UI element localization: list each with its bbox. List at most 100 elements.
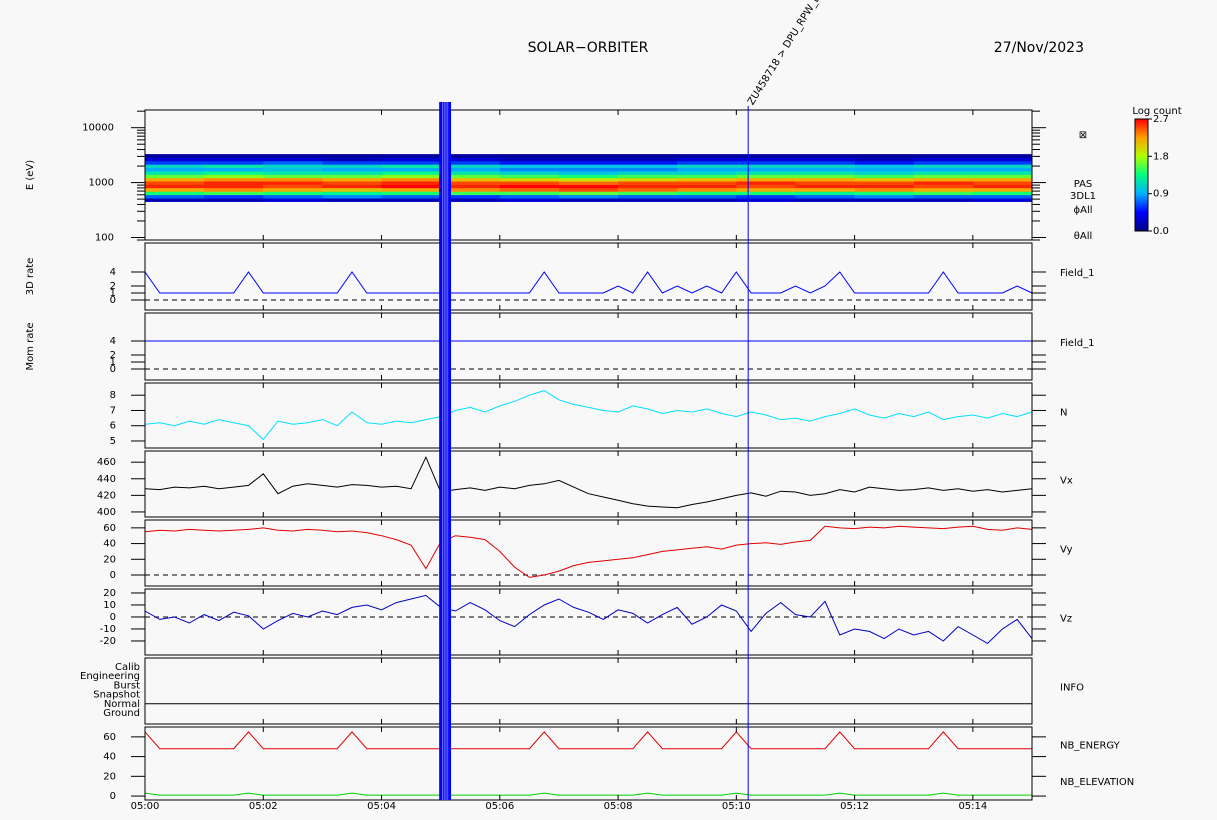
heatmap-cell: [913, 171, 974, 175]
y-category-label: Ground: [103, 708, 140, 719]
heatmap-cell: [795, 167, 855, 172]
y-tick-label: 60: [103, 732, 116, 743]
heatmap-cell: [322, 198, 382, 202]
heatmap-cell: [499, 164, 560, 168]
heatmap-cell: [381, 167, 441, 172]
heatmap-cell: [618, 181, 678, 185]
heatmap-cell: [440, 171, 501, 175]
heatmap-cell: [145, 174, 205, 179]
heatmap-cell: [322, 160, 382, 165]
heatmap-cell: [913, 198, 974, 202]
colorbar-tick-label: 0.0: [1153, 226, 1169, 237]
heatmap-cell: [263, 177, 323, 182]
heatmap-cell: [618, 177, 678, 182]
heatmap-cell: [499, 191, 560, 196]
heatmap-cell: [736, 184, 796, 189]
heatmap-cell: [204, 198, 264, 202]
heatmap-cell: [795, 154, 855, 158]
heatmap-cell: [618, 191, 678, 196]
heatmap-cell: [322, 184, 382, 189]
heatmap-cell: [322, 171, 382, 175]
heatmap-cell: [913, 167, 974, 172]
y-tick-label: 1: [110, 288, 116, 299]
heatmap-cell: [972, 160, 1033, 165]
heatmap-cell: [736, 174, 796, 179]
heatmap-cell: [145, 154, 205, 158]
heatmap-cell: [204, 181, 264, 185]
x-tick-label: 05:12: [840, 801, 869, 812]
heatmap-cell: [558, 177, 619, 182]
heatmap-cell: [795, 198, 855, 202]
heatmap-cell: [145, 160, 205, 165]
heatmap-cell: [440, 187, 501, 192]
heatmap-cell: [913, 154, 974, 158]
heatmap-cell: [440, 174, 501, 179]
heatmap-cell: [854, 171, 915, 175]
heatmap-cell: [558, 164, 619, 168]
heatmap-cell: [677, 157, 737, 162]
series-line: [144, 271, 1033, 294]
legend-label: NB_ELEVATION: [1060, 777, 1134, 788]
series-line: [144, 731, 1032, 750]
heatmap-cell: [618, 198, 678, 202]
x-tick-label: 05:02: [249, 801, 278, 812]
panel-label: ⊠: [1079, 130, 1087, 141]
heatmap-cell: [854, 177, 915, 182]
y-tick-label: -20: [100, 636, 116, 647]
heatmap-cell: [677, 154, 737, 158]
heatmap-cell: [381, 174, 441, 179]
y-tick-label: 1000: [89, 178, 114, 189]
heatmap-cell: [854, 160, 915, 165]
heatmap-cell: [322, 164, 382, 168]
heatmap-cell: [499, 187, 560, 192]
heatmap-cell: [972, 177, 1033, 182]
heatmap-cell: [263, 160, 323, 165]
heatmap-cell: [440, 198, 501, 202]
heatmap-cell: [677, 198, 737, 202]
y-axis-label: 3D rate: [25, 258, 36, 296]
series-line: [144, 390, 1033, 441]
heatmap-cell: [145, 181, 205, 185]
y-tick-label: 40: [103, 752, 116, 763]
heatmap-cell: [677, 171, 737, 175]
panel-label: 3DL1: [1070, 191, 1096, 202]
y-tick-label: 4: [110, 267, 116, 278]
heatmap-cell: [204, 154, 264, 158]
heatmap-cell: [263, 167, 323, 172]
y-tick-label: 4: [110, 336, 116, 347]
colorbar: [1134, 118, 1149, 232]
y-category-label: Snapshot: [93, 690, 140, 701]
heatmap-cell: [972, 194, 1033, 199]
panel-frame: [144, 109, 1033, 241]
heatmap-cell: [972, 154, 1033, 158]
y-category-label: Calib: [115, 662, 140, 673]
heatmap-cell: [322, 191, 382, 196]
heatmap-cell: [972, 198, 1033, 202]
legend-label: Field_1: [1060, 268, 1094, 279]
heatmap-cell: [145, 164, 205, 168]
heatmap-cell: [677, 167, 737, 172]
heatmap-cell: [440, 177, 501, 182]
heatmap-cell: [913, 194, 974, 199]
heatmap-cell: [677, 184, 737, 189]
heatmap-cell: [972, 191, 1033, 196]
legend-label: N: [1060, 407, 1067, 418]
heatmap-cell: [263, 191, 323, 196]
heatmap-cell: [263, 184, 323, 189]
heatmap-cell: [736, 167, 796, 172]
heatmap-cell: [795, 191, 855, 196]
heatmap-cell: [618, 184, 678, 189]
heatmap-cell: [795, 184, 855, 189]
heatmap-cell: [440, 154, 501, 158]
heatmap-cell: [499, 174, 560, 179]
heatmap-cell: [263, 198, 323, 202]
panel-label: θAll: [1074, 231, 1093, 242]
heatmap-cell: [913, 160, 974, 165]
heatmap-cell: [263, 157, 323, 162]
heatmap-cell: [736, 157, 796, 162]
heatmap-cell: [381, 191, 441, 196]
y-tick-label: 20: [103, 554, 116, 565]
heatmap-cell: [204, 191, 264, 196]
heatmap-cell: [558, 174, 619, 179]
